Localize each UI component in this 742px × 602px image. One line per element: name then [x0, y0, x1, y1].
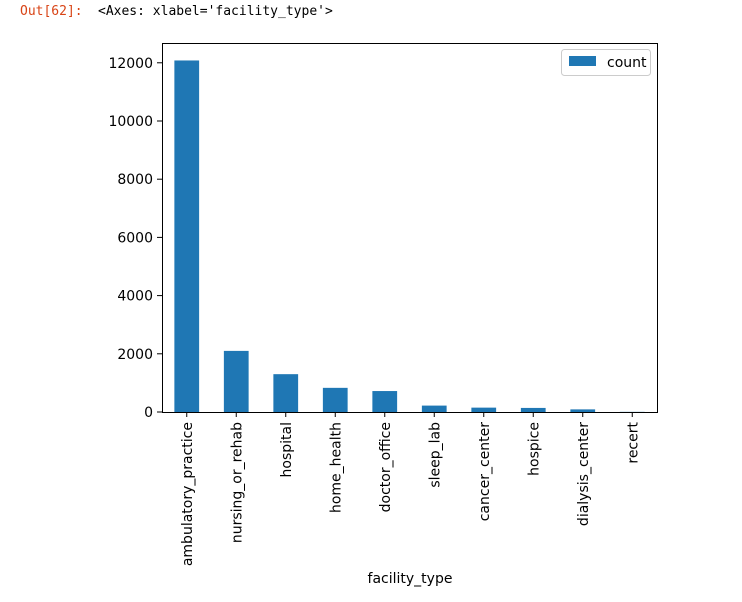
y-tick-label: 6000: [117, 230, 153, 246]
legend: count: [561, 49, 651, 76]
x-tick-label: hospice: [526, 422, 542, 476]
y-tick-label: 10000: [108, 114, 153, 130]
plot-frame: [162, 43, 658, 413]
output-prompt: Out[62]:: [20, 4, 83, 19]
legend-swatch: [569, 56, 596, 66]
y-tick-label: 8000: [117, 172, 153, 188]
output-repr: <Axes: xlabel='facility_type'>: [98, 4, 333, 19]
x-tick-label: ambulatory_practice: [180, 422, 196, 566]
x-tick-label: recert: [625, 421, 641, 463]
legend-label: count: [607, 55, 647, 71]
y-tick-label: 2000: [117, 347, 153, 363]
bar-hospital: [273, 374, 299, 412]
x-tick-label: nursing_or_rehab: [229, 422, 245, 543]
x-tick-label: dialysis_center: [576, 422, 592, 526]
x-tick-label: sleep_lab: [427, 422, 443, 488]
x-axis-label: facility_type: [368, 571, 453, 587]
bar-ambulatory-practice: [174, 60, 200, 412]
bar-home-health: [322, 387, 348, 412]
y-tick-label: 12000: [108, 56, 153, 72]
bar-hospice: [520, 407, 546, 412]
y-tick-label: 4000: [117, 289, 153, 305]
bar-doctor-office: [372, 391, 398, 412]
bars-group: [174, 60, 645, 412]
bar-sleep-lab: [421, 405, 447, 412]
y-axis: 0 2000 4000 6000 8000 10000 12000: [108, 56, 162, 421]
x-tick-label: home_health: [328, 422, 344, 513]
bar-nursing-or-rehab: [223, 350, 249, 412]
x-tick-label: cancer_center: [477, 422, 493, 522]
bar-dialysis-center: [570, 409, 596, 412]
bar-cancer-center: [471, 407, 497, 412]
y-tick-label: 0: [144, 405, 153, 421]
x-tick-label: doctor_office: [378, 422, 394, 512]
x-axis: ambulatory_practice nursing_or_rehab hospi…: [180, 412, 641, 566]
x-tick-label: hospital: [279, 422, 295, 477]
